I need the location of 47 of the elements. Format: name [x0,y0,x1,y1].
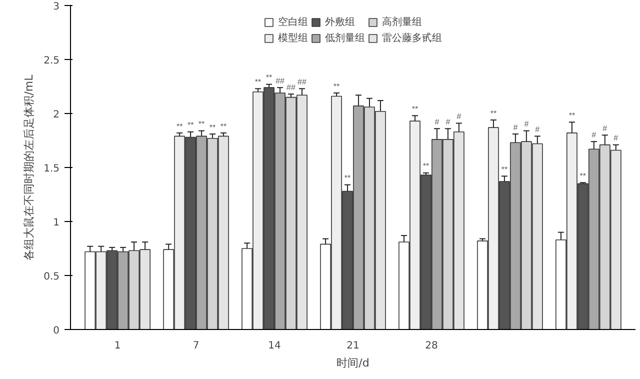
data-label: ** [580,171,586,180]
data-label: ## [286,82,296,92]
y-tick-label: 0.5 [44,272,60,282]
y-tick-label: 1 [53,218,60,228]
data-label: # [614,134,619,143]
data-label: # [446,117,451,126]
data-label: ** [220,122,227,131]
x-tick-label: 21 [346,340,360,352]
legend-label: 空白组 [278,16,308,29]
legend-label: 模型组 [278,32,308,45]
x-tick-label: 28 [425,340,438,352]
legend-label: 低剂量组 [325,32,365,45]
data-label: # [592,130,597,140]
data-label: ## [276,76,286,86]
data-label: # [602,124,608,133]
x-tick-label: 7 [192,340,200,352]
data-label: ** [254,78,262,86]
data-label: ## [298,78,307,86]
data-label: # [535,125,540,134]
data-label: ** [266,73,272,82]
y-tick-label: 3 [53,2,60,12]
data-label: ** [344,174,351,183]
y-tick-label: 2.5 [44,56,60,66]
data-label: ** [422,162,430,171]
data-label: ** [333,82,340,91]
legend-label: 高剂量组 [382,16,422,29]
y-tick-label: 0 [53,326,60,336]
data-label: ** [198,120,205,129]
data-label: ** [412,104,418,114]
legend-label: 外敷组 [325,16,355,29]
data-label: ** [209,122,216,132]
data-label: # [524,120,530,129]
y-tick-label: 2 [53,110,60,120]
y-tick-label: 1.5 [44,164,60,174]
x-tick-label: 14 [268,340,281,352]
data-label: ** [187,120,194,130]
data-label: # [513,122,518,132]
data-label: ** [501,164,508,174]
data-label: # [434,117,440,126]
data-label: ** [490,108,497,118]
legend-label: 雷公藤多甙组 [382,32,442,45]
data-label: ** [176,122,183,131]
data-label: # [456,112,462,122]
y-axis-title: 各组大鼠在不同时期的左后足体积/mL [22,74,36,260]
x-tick-label: 1 [114,340,121,352]
x-axis-title: 时间/d [336,356,370,370]
data-label: ** [568,110,576,120]
